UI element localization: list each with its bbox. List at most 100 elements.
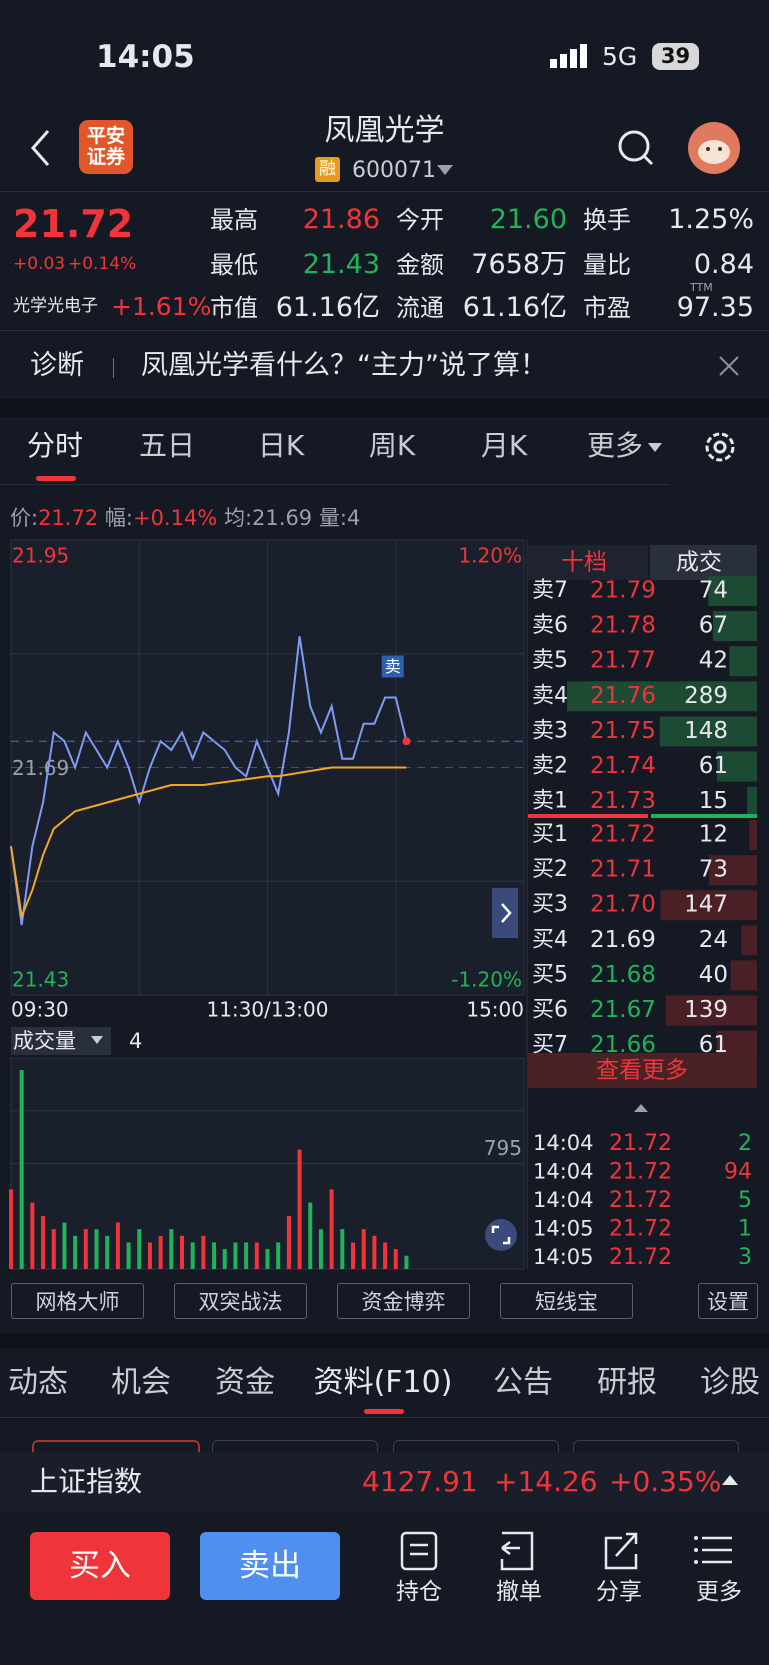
volume-bar <box>404 1255 409 1269</box>
level-volume: 74 <box>699 578 728 604</box>
index-bar[interactable] <box>0 1452 769 1512</box>
divider <box>0 330 769 331</box>
trade-price: 21.72 <box>609 1188 672 1213</box>
x-tick-label: 11:30/13:00 <box>206 998 328 1022</box>
sell-button[interactable]: 卖出 <box>200 1532 340 1600</box>
depth-bar <box>709 855 757 886</box>
trade-volume: 3 <box>738 1245 752 1270</box>
stat-label: 换手 <box>583 206 631 234</box>
volume-bar <box>51 1229 56 1269</box>
volume-bar <box>94 1229 99 1269</box>
volume-bar <box>222 1249 227 1269</box>
avatar[interactable] <box>688 122 740 174</box>
close-banner[interactable] <box>718 355 740 377</box>
y-tick-label: 21.95 <box>12 544 69 568</box>
level-label: 买1 <box>532 822 568 847</box>
volume-bar <box>83 1229 88 1269</box>
trade-marker: 卖 <box>385 657 401 676</box>
level-label: 卖1 <box>532 789 568 814</box>
tool-button[interactable]: 网格大师 <box>11 1283 144 1319</box>
tool-button[interactable]: 设置 <box>698 1283 758 1319</box>
volume-bar <box>30 1202 35 1269</box>
info-tab[interactable]: 诊股 <box>700 1365 760 1400</box>
period-tab[interactable]: 周K <box>368 429 416 462</box>
margin-tag: 融 <box>315 157 340 182</box>
level-label: 卖7 <box>532 578 568 603</box>
level-price: 21.67 <box>590 997 656 1023</box>
info-tab[interactable]: 动态 <box>8 1365 68 1400</box>
period-tab[interactable]: 分时 <box>26 429 83 462</box>
banner-text[interactable]: 凤凰光学看什么？“主力”说了算！ <box>141 350 547 381</box>
volume-selector[interactable] <box>11 1027 111 1055</box>
depth-bar <box>659 716 757 747</box>
trade-time: 14:04 <box>533 1188 594 1212</box>
info-tab[interactable]: 研报 <box>597 1365 657 1400</box>
period-tab[interactable]: 日K <box>257 429 305 462</box>
stat-value: 61.16亿 <box>275 292 380 323</box>
info-tab[interactable]: 机会 <box>111 1365 171 1400</box>
more-dropdown[interactable] <box>648 443 662 453</box>
stat-label: 金额 <box>396 251 444 279</box>
settings-button[interactable] <box>703 430 737 464</box>
info-tab[interactable]: 公告 <box>493 1365 553 1400</box>
level-volume: 42 <box>699 648 728 674</box>
level-volume: 289 <box>684 683 728 709</box>
index-value: 4127.91 <box>362 1465 478 1498</box>
price-line <box>10 636 408 926</box>
volume-bar <box>276 1242 281 1269</box>
stat-label: 量比 <box>583 251 631 279</box>
trade-time: 14:04 <box>533 1131 594 1155</box>
level-price: 21.72 <box>590 822 656 848</box>
volume-current: 4 <box>129 1029 142 1053</box>
sector: 光学光电子 <box>13 296 98 316</box>
volume-bar <box>212 1242 217 1269</box>
trade-volume: 2 <box>738 1131 752 1156</box>
tool-button[interactable]: 短线宝 <box>500 1283 633 1319</box>
volume-title: 成交量 <box>13 1029 76 1053</box>
action-label[interactable]: 更多 <box>696 1579 742 1605</box>
trade-price: 21.72 <box>609 1245 672 1270</box>
search-button[interactable] <box>616 128 656 168</box>
level-volume: 24 <box>699 927 728 953</box>
action-label[interactable]: 分享 <box>596 1579 642 1605</box>
volume-bar <box>351 1242 355 1269</box>
code-dropdown[interactable] <box>437 165 453 177</box>
stat-value: 1.25% <box>668 204 754 235</box>
action-label[interactable]: 持仓 <box>396 1579 442 1605</box>
period-tab[interactable]: 五日 <box>138 429 195 462</box>
action-icons <box>400 1531 732 1571</box>
divider <box>0 191 769 192</box>
info-tab[interactable]: 资金 <box>215 1365 275 1400</box>
volume-bar <box>265 1249 270 1269</box>
period-tab[interactable]: 更多 <box>586 429 643 462</box>
stat-label: 最低 <box>210 251 258 279</box>
volume-bar <box>62 1222 67 1269</box>
depth-bar <box>660 890 757 921</box>
buy-button[interactable]: 买入 <box>30 1532 170 1600</box>
period-tab[interactable]: 月K <box>480 429 528 462</box>
info-label: 价: <box>10 506 39 530</box>
level-price: 21.77 <box>590 648 656 674</box>
expand-index[interactable] <box>722 1474 738 1486</box>
level-price: 21.69 <box>590 927 656 953</box>
level-label: 卖5 <box>532 648 568 673</box>
divider <box>0 484 670 485</box>
info-tab[interactable]: 资料(F10) <box>313 1365 453 1400</box>
volume-bar <box>169 1229 174 1269</box>
tool-button[interactable]: 双突战法 <box>174 1283 307 1319</box>
network: 5G <box>602 42 638 71</box>
volume-bar <box>361 1229 366 1269</box>
broker-logo[interactable]: 平安 证券 <box>79 120 133 174</box>
tool-button[interactable]: 资金博弈 <box>337 1283 470 1319</box>
trade-marker-bg <box>381 655 404 678</box>
more-button[interactable] <box>528 1053 757 1088</box>
index-pct: +0.35% <box>609 1465 722 1498</box>
volume-bar <box>254 1242 259 1269</box>
fullscreen-button[interactable] <box>485 1219 517 1251</box>
expand-book[interactable] <box>492 888 518 938</box>
back-button[interactable] <box>28 128 54 168</box>
action-label[interactable]: 撤单 <box>496 1579 542 1605</box>
level-price: 21.71 <box>590 857 656 883</box>
x-tick-label: 15:00 <box>466 998 524 1022</box>
level-price: 21.78 <box>590 613 656 639</box>
